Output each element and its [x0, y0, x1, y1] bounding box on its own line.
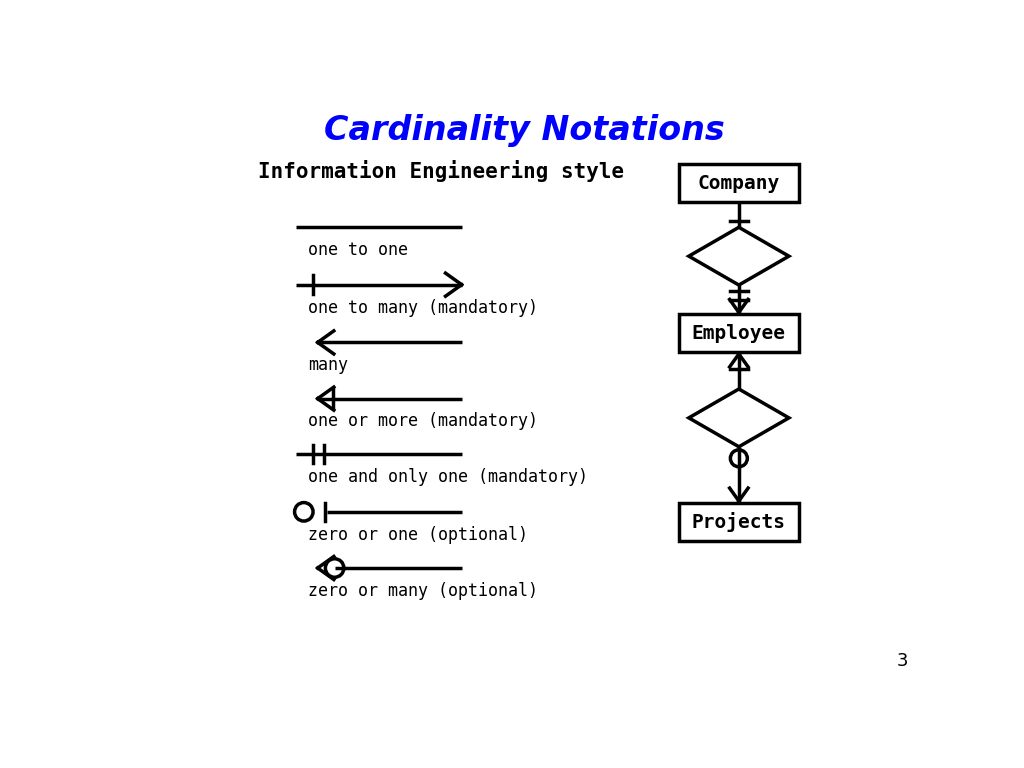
Text: Projects: Projects — [692, 511, 785, 531]
Bar — [679, 164, 799, 202]
Text: 3: 3 — [897, 652, 908, 670]
Text: many: many — [307, 356, 348, 374]
Text: one to many (mandatory): one to many (mandatory) — [307, 299, 538, 316]
Polygon shape — [689, 389, 788, 447]
Bar — [679, 314, 799, 353]
Text: Cardinality Notations: Cardinality Notations — [325, 114, 725, 147]
Text: one or more (mandatory): one or more (mandatory) — [307, 412, 538, 431]
Text: one and only one (mandatory): one and only one (mandatory) — [307, 468, 588, 486]
Text: zero or many (optional): zero or many (optional) — [307, 582, 538, 600]
Text: Information Engineering style: Information Engineering style — [258, 160, 624, 182]
Bar — [679, 502, 799, 541]
Text: zero or one (optional): zero or one (optional) — [307, 525, 527, 544]
Polygon shape — [689, 227, 788, 285]
Text: Employee: Employee — [692, 323, 785, 343]
Text: one to one: one to one — [307, 241, 408, 259]
Text: Company: Company — [697, 174, 780, 193]
